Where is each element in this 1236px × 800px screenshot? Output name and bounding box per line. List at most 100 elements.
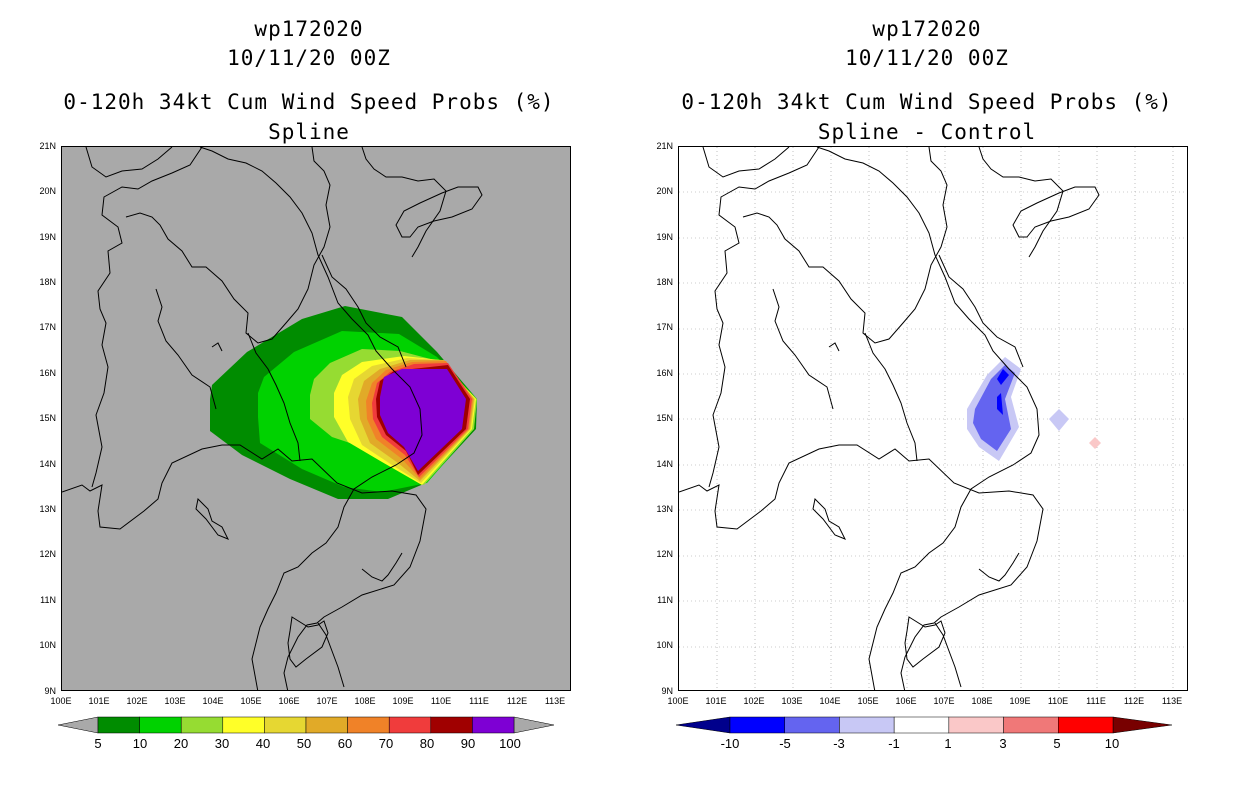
lat-label: 15N — [656, 413, 673, 423]
colorbar-segment — [264, 716, 307, 734]
lat-label: 19N — [39, 232, 56, 242]
lon-label: 113E — [1161, 696, 1183, 706]
lat-label: 9N — [661, 686, 673, 696]
colorbar-segment — [305, 716, 348, 734]
lat-label: 20N — [39, 186, 56, 196]
colorbar-segment — [180, 716, 224, 734]
colorbar-segment — [97, 716, 140, 734]
colorbar-segment — [139, 716, 182, 734]
lat-label: 21N — [656, 141, 673, 151]
probability-map — [61, 146, 571, 691]
lon-label: 113E — [544, 696, 566, 706]
lat-label: 10N — [39, 640, 56, 650]
lon-label: 112E — [1123, 696, 1145, 706]
lat-label: 10N — [656, 640, 673, 650]
colorbar-label: 90 — [460, 736, 476, 751]
lon-label: 112E — [506, 696, 528, 706]
lat-label: 21N — [39, 141, 56, 151]
left-panel: wp172020 10/11/20 00Z 0-120h 34kt Cum Wi… — [39, 17, 571, 751]
colorbar-segment — [893, 716, 950, 734]
lon-label: 106E — [895, 696, 917, 706]
colorbar-label: -5 — [779, 736, 791, 751]
lon-label: 101E — [705, 696, 727, 706]
lon-label: 103E — [781, 696, 803, 706]
lat-label: 18N — [39, 277, 56, 287]
colorbar-label: 5 — [94, 736, 102, 751]
colorbar-label: 50 — [296, 736, 312, 751]
colorbar-segment — [472, 716, 515, 734]
probability-map-svg — [62, 147, 483, 690]
colorbar-low-arrow — [676, 716, 731, 734]
product-title: 0-120h 34kt Cum Wind Speed Probs (%) — [681, 90, 1173, 114]
colorbar-label: 60 — [337, 736, 353, 751]
lat-label: 19N — [656, 232, 673, 242]
panel-subtitle: Spline - Control — [817, 120, 1037, 144]
colorbar-label: 10 — [132, 736, 148, 751]
lat-label: 14N — [656, 459, 673, 469]
colorbar-segment — [1003, 716, 1059, 734]
lon-label: 111E — [469, 696, 489, 706]
panel-subtitle: Spline — [268, 120, 350, 144]
lon-label: 102E — [743, 696, 765, 706]
colorbar-label: 3 — [999, 736, 1007, 751]
lat-label: 13N — [656, 504, 673, 514]
prob-region-90-100 — [380, 369, 466, 471]
lon-label: 104E — [819, 696, 841, 706]
colorbar-label: 20 — [173, 736, 189, 751]
lon-label: 104E — [202, 696, 224, 706]
colorbar-segment — [1058, 716, 1114, 734]
right-panel: wp172020 10/11/20 00Z 0-120h 34kt Cum Wi… — [618, 0, 1236, 800]
lon-label: 109E — [392, 696, 414, 706]
graticule — [679, 147, 1187, 690]
lon-label: 105E — [857, 696, 879, 706]
datetime-title: 10/11/20 00Z — [227, 46, 391, 70]
colorbar-label: 1 — [944, 736, 952, 751]
lat-label: 14N — [39, 459, 56, 469]
colorbar-segment — [388, 716, 432, 734]
colorbar-high-arrow — [513, 716, 554, 734]
difference-colorbar — [676, 716, 1172, 734]
colorbar-segment — [729, 716, 785, 734]
datetime-title: 10/11/20 00Z — [845, 46, 1009, 70]
lat-label: 16N — [656, 368, 673, 378]
colorbar-high-arrow — [1112, 716, 1172, 734]
coastlines — [62, 147, 483, 690]
lon-label: 107E — [933, 696, 955, 706]
colorbar-segment — [839, 716, 895, 734]
lat-label: 11N — [657, 595, 673, 605]
diff-region-minus5-minus10 — [997, 393, 1003, 415]
colorbar-segment — [948, 716, 1004, 734]
colorbar-label: 30 — [214, 736, 230, 751]
colorbar-label: -1 — [888, 736, 900, 751]
colorbar-segment — [222, 716, 265, 734]
lon-label: 102E — [126, 696, 148, 706]
lat-label: 20N — [656, 186, 673, 196]
probability-colorbar — [58, 716, 554, 734]
lon-label: 109E — [1009, 696, 1031, 706]
lat-label: 17N — [39, 322, 56, 332]
product-title: 0-120h 34kt Cum Wind Speed Probs (%) — [63, 90, 555, 114]
lon-label: 107E — [316, 696, 338, 706]
lon-label: 101E — [88, 696, 110, 706]
lat-label: 12N — [39, 549, 56, 559]
lon-label: 106E — [278, 696, 300, 706]
colorbar-label: 10 — [1104, 736, 1120, 751]
diff-region-minus1-minus3-small — [1049, 409, 1069, 431]
colorbar-segment — [347, 716, 390, 734]
colorbar-label: 5 — [1053, 736, 1061, 751]
lat-label: 15N — [39, 413, 56, 423]
colorbar-segment — [784, 716, 840, 734]
difference-map — [678, 146, 1188, 691]
lon-label: 103E — [164, 696, 186, 706]
storm-id-title: wp172020 — [254, 17, 364, 41]
lat-label: 18N — [656, 277, 673, 287]
colorbar-label: -3 — [833, 736, 845, 751]
colorbar-segment — [430, 716, 473, 734]
lon-label: 108E — [354, 696, 376, 706]
diff-region-minus5-minus10 — [997, 369, 1009, 385]
colorbar-label: -10 — [720, 736, 740, 751]
lat-label: 11N — [40, 595, 56, 605]
lat-label: 17N — [656, 322, 673, 332]
colorbar-label: 70 — [378, 736, 394, 751]
lat-label: 16N — [39, 368, 56, 378]
